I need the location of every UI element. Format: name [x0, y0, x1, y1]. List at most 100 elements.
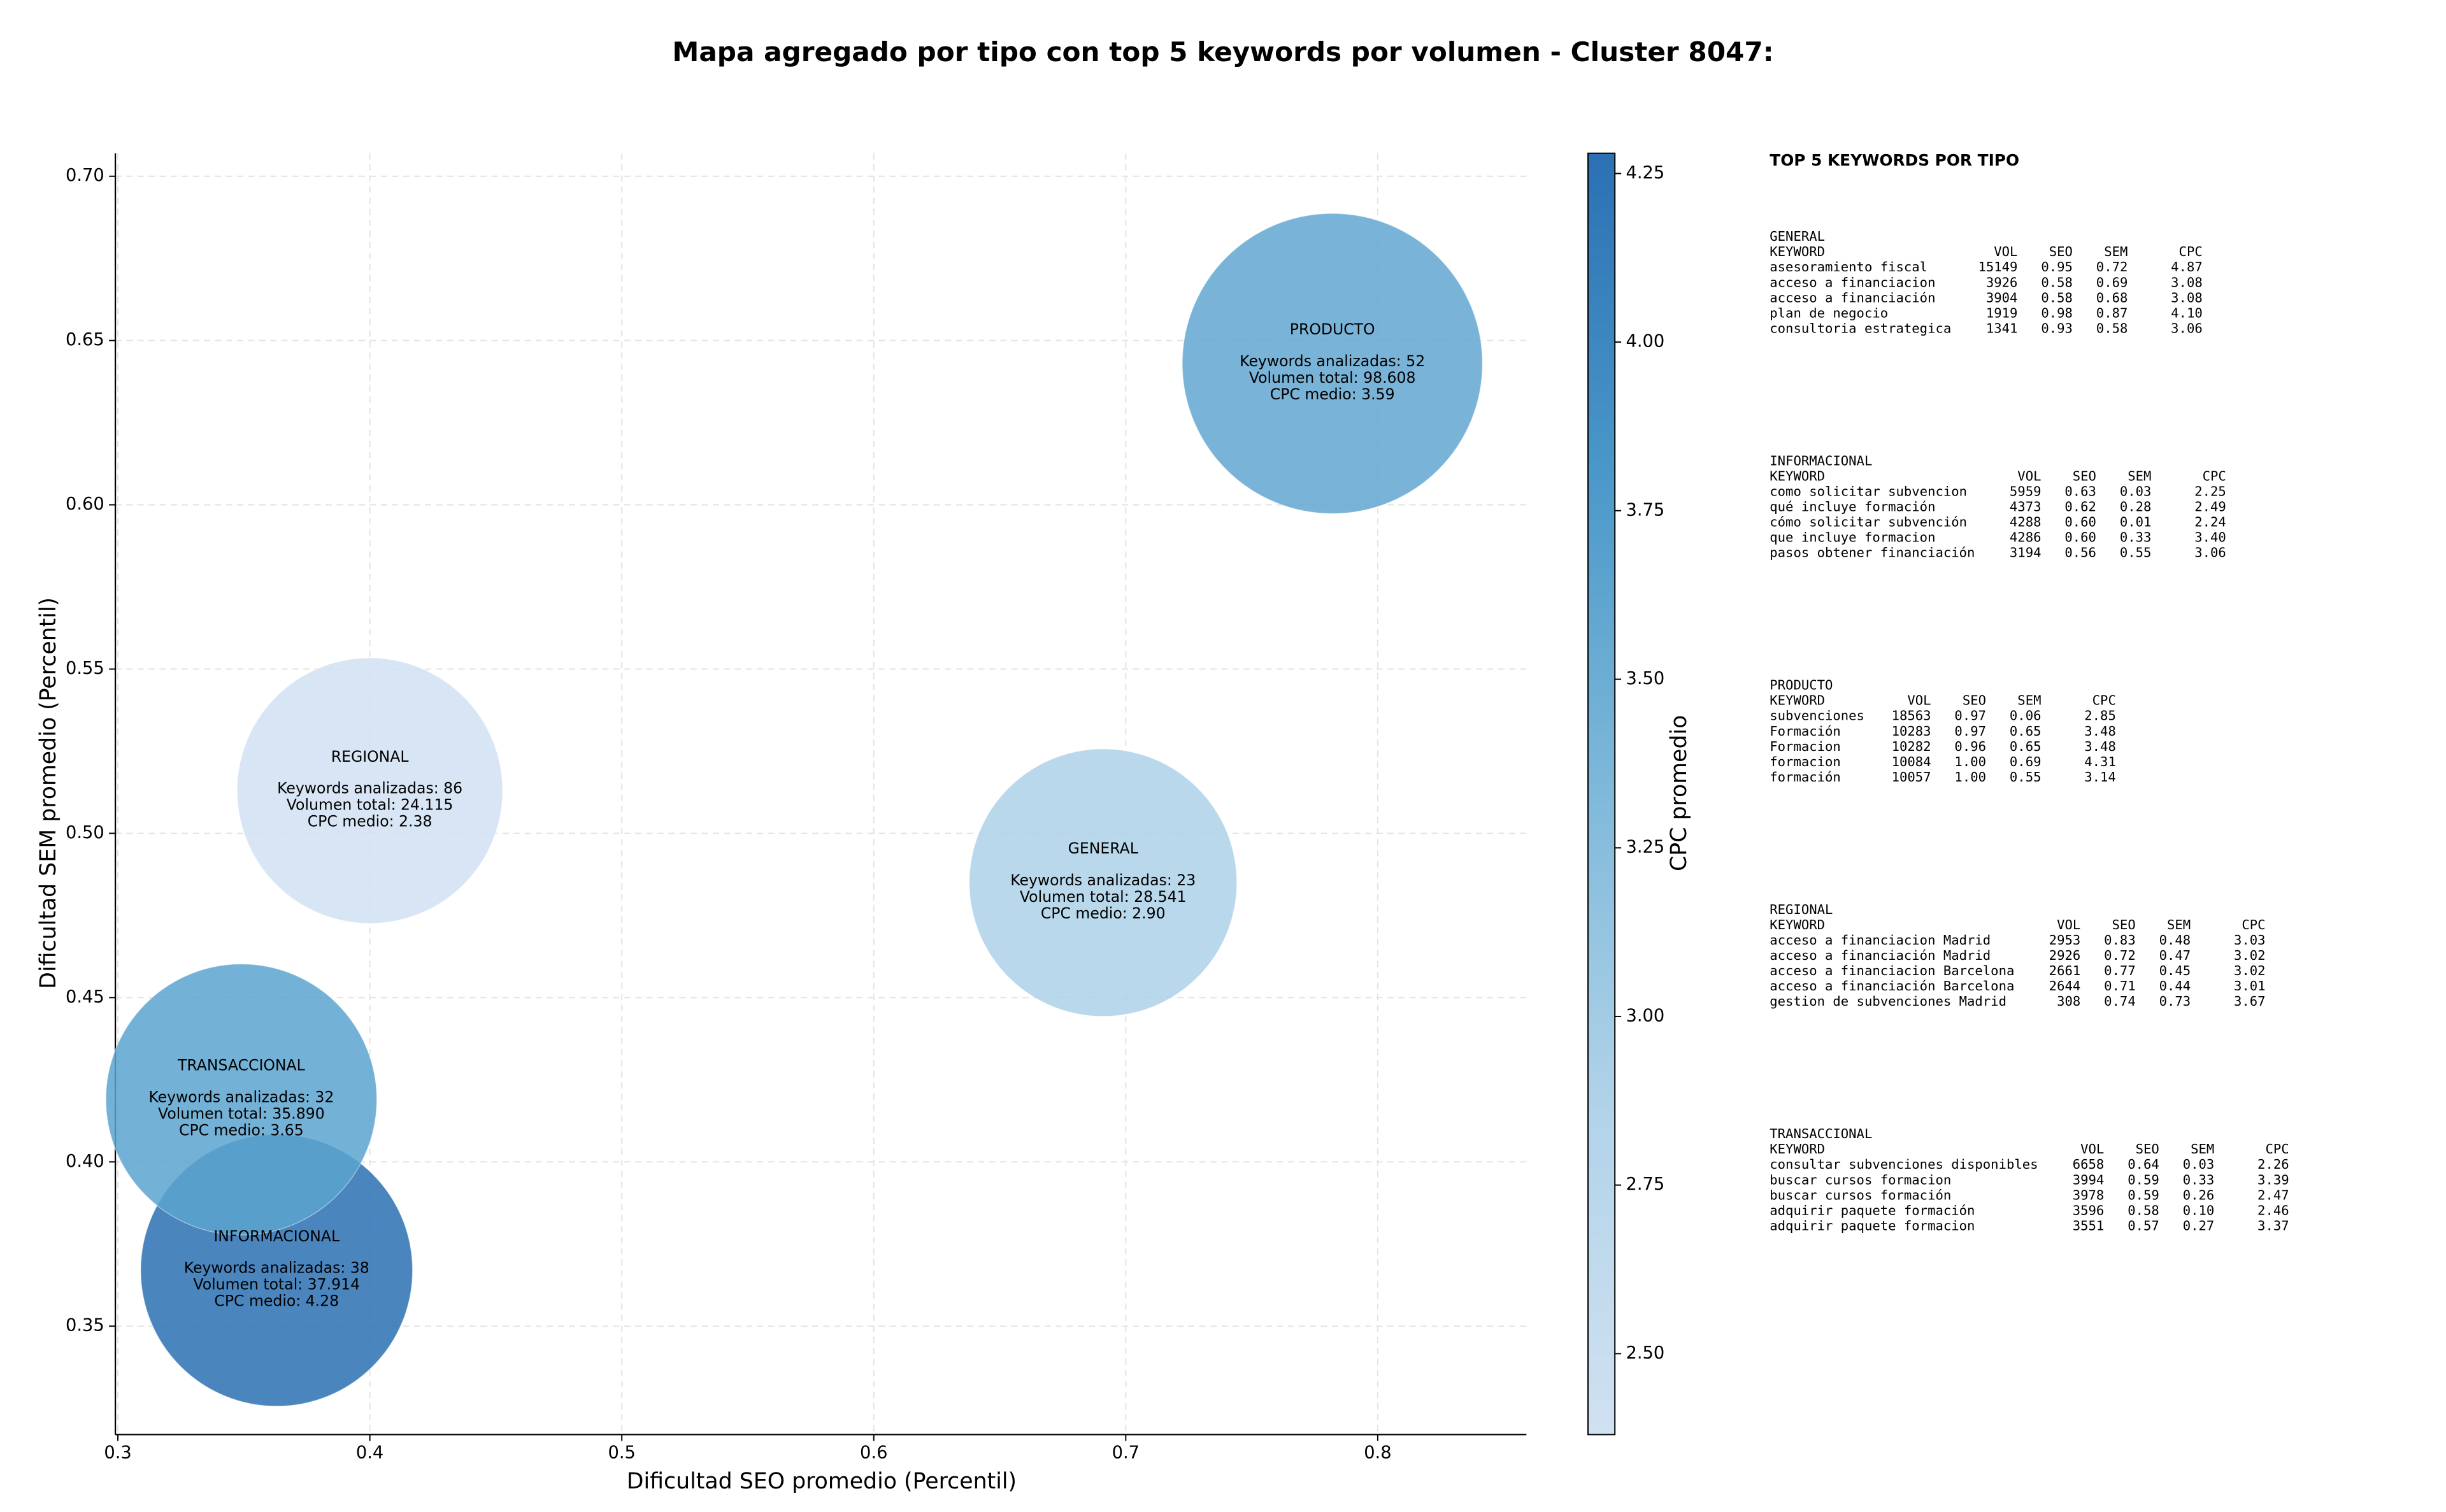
- panel-cell: 0.77: [2104, 963, 2136, 978]
- bubble-annotation: Keywords analizadas: 86: [277, 779, 462, 797]
- panel-header: SEM: [2017, 693, 2041, 708]
- panel-cell: 0.68: [2096, 290, 2128, 305]
- panel-cell: 18563: [1892, 708, 1931, 724]
- panel-cell: 4.87: [2171, 259, 2203, 275]
- panel-cell: 6658: [2073, 1157, 2105, 1172]
- panel-cell: formacion: [1770, 754, 1841, 769]
- panel-header: SEO: [2136, 1141, 2159, 1157]
- panel-header: VOL: [1907, 693, 1931, 708]
- chart-title: Mapa agregado por tipo con top 5 keyword…: [672, 36, 1773, 68]
- panel-cell: Formación: [1770, 724, 1841, 739]
- colorbar-tick-label: 4.25: [1626, 163, 1665, 183]
- panel-cell: 0.27: [2183, 1218, 2215, 1233]
- panel-cell: 4.10: [2171, 305, 2203, 320]
- x-axis-label: Dificultad SEO promedio (Percentil): [627, 1469, 1017, 1494]
- panel-cell: 1341: [1986, 320, 2018, 336]
- bubble: [1182, 213, 1483, 515]
- panel-cell: adquirir paquete formación: [1770, 1202, 1975, 1218]
- panel-cell: 0.87: [2096, 305, 2128, 320]
- panel-group-name: REGIONAL: [1770, 902, 1833, 917]
- panel-cell: 2.25: [2194, 483, 2226, 499]
- panel-cell: 10057: [1892, 769, 1931, 785]
- bubble-annotation: Keywords analizadas: 32: [148, 1088, 334, 1106]
- panel-cell: 0.72: [2104, 948, 2136, 963]
- bubble-annotation: Volumen total: 35.890: [158, 1104, 325, 1122]
- panel-cell: 10282: [1892, 739, 1931, 754]
- panel-cell: 0.93: [2041, 320, 2073, 336]
- y-tick-label: 0.70: [66, 166, 104, 185]
- panel-cell: 2644: [2049, 978, 2081, 994]
- panel-cell: 3.14: [2084, 769, 2116, 785]
- y-tick-label: 0.50: [66, 823, 104, 843]
- panel-header: CPC: [2265, 1141, 2289, 1157]
- panel-header: VOL: [2017, 468, 2041, 483]
- bubble-annotation: CPC medio: 2.90: [1041, 904, 1166, 922]
- panel-cell: 0.65: [2010, 724, 2042, 739]
- panel-cell: asesoramiento fiscal: [1770, 259, 1927, 275]
- panel-cell: 0.57: [2128, 1218, 2159, 1233]
- panel-cell: 0.26: [2183, 1187, 2215, 1202]
- panel-cell: 0.60: [2064, 530, 2096, 545]
- panel-cell: 0.74: [2104, 994, 2136, 1009]
- panel-cell: 3.48: [2084, 724, 2116, 739]
- bubble-name: REGIONAL: [331, 748, 409, 766]
- panel-cell: como solicitar subvencion: [1770, 483, 1967, 499]
- panel-cell: 0.01: [2120, 515, 2152, 530]
- bubble-name: INFORMACIONAL: [213, 1227, 340, 1245]
- panel-cell: acceso a financiación Barcelona: [1770, 978, 2014, 994]
- panel-cell: 5959: [2010, 483, 2042, 499]
- panel-cell: consultoria estrategica: [1770, 320, 1951, 336]
- panel-cell: 1919: [1986, 305, 2018, 320]
- panel-cell: acceso a financiación Madrid: [1770, 948, 1991, 963]
- panel-cell: 2.49: [2194, 499, 2226, 515]
- x-tick-label: 0.3: [104, 1443, 131, 1463]
- panel-cell: 0.72: [2096, 259, 2128, 275]
- panel-cell: 1.00: [1954, 754, 1986, 769]
- panel-cell: 0.97: [1954, 708, 1986, 724]
- panel-group-name: GENERAL: [1770, 229, 1825, 244]
- panel-cell: 0.47: [2159, 948, 2191, 963]
- bubble-annotation: CPC medio: 4.28: [214, 1292, 339, 1310]
- panel-cell: 2.26: [2257, 1157, 2289, 1172]
- colorbar-tick-label: 3.25: [1626, 838, 1665, 857]
- x-tick-label: 0.4: [356, 1443, 383, 1463]
- panel-cell: Formacion: [1770, 739, 1841, 754]
- panel-header: SEO: [2073, 468, 2096, 483]
- colorbar: [1587, 152, 1616, 1436]
- panel-header: KEYWORD: [1770, 468, 1825, 483]
- colorbar-label: CPC promedio: [1666, 715, 1692, 871]
- bubble-name: TRANSACCIONAL: [177, 1057, 305, 1074]
- panel-cell: 10084: [1892, 754, 1931, 769]
- panel-cell: consultar subvenciones disponibles: [1770, 1157, 2038, 1172]
- panel-cell: 0.03: [2120, 483, 2152, 499]
- panel-cell: 15149: [1978, 259, 2017, 275]
- bubble-annotation: Volumen total: 37.914: [193, 1276, 360, 1294]
- panel-header: VOL: [2057, 917, 2080, 932]
- panel-cell: 0.45: [2159, 963, 2191, 978]
- panel-cell: 0.44: [2159, 978, 2191, 994]
- panel-cell: acceso a financiación: [1770, 290, 1935, 305]
- panel-cell: subvenciones: [1770, 708, 1864, 724]
- panel-cell: 0.58: [2128, 1202, 2159, 1218]
- y-axis-label: Dificultad SEM promedio (Percentil): [36, 597, 61, 989]
- panel-cell: formación: [1770, 769, 1841, 785]
- panel-cell: 1.00: [1954, 769, 1986, 785]
- panel-cell: buscar cursos formación: [1770, 1187, 1951, 1202]
- colorbar-tick-label: 4.00: [1626, 332, 1665, 352]
- panel-cell: 0.83: [2104, 932, 2136, 948]
- panel-cell: 0.96: [1954, 739, 1986, 754]
- bubble-name: GENERAL: [1068, 839, 1138, 857]
- panel-header: SEM: [2191, 1141, 2214, 1157]
- y-tick-label: 0.65: [66, 330, 104, 350]
- panel-cell: 0.55: [2010, 769, 2042, 785]
- bubble-annotation: Volumen total: 24.115: [287, 795, 454, 813]
- panel-cell: 0.95: [2041, 259, 2073, 275]
- panel-cell: 2661: [2049, 963, 2081, 978]
- panel-header: SEM: [2104, 244, 2128, 259]
- panel-cell: 0.97: [1954, 724, 1986, 739]
- panel-cell: 0.71: [2104, 978, 2136, 994]
- x-tick-label: 0.6: [860, 1443, 887, 1463]
- panel-cell: 0.98: [2041, 305, 2073, 320]
- panel-cell: 0.10: [2183, 1202, 2215, 1218]
- panel-cell: 0.33: [2120, 530, 2152, 545]
